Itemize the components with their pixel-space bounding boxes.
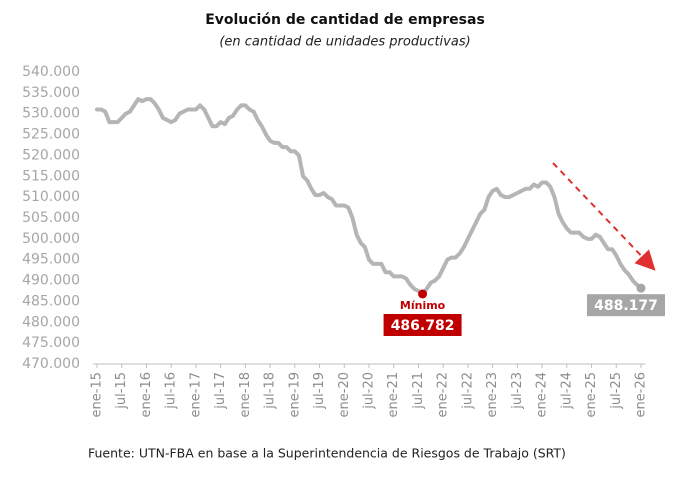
highlight-point (418, 289, 428, 299)
y-tick-label: 495.000 (22, 252, 80, 268)
value-label: 486.782 (391, 318, 455, 334)
y-tick-label: 505.000 (22, 210, 80, 226)
x-tick-label: jul-21 (411, 372, 426, 410)
x-tick-label: ene-16 (139, 372, 154, 417)
x-tick-label: jul-24 (559, 372, 574, 410)
x-tick-label: ene-22 (436, 372, 451, 417)
chart-subtitle: (en cantidad de unidades productivas) (219, 35, 470, 50)
x-tick-label: ene-23 (485, 372, 500, 417)
x-tick-label: ene-25 (584, 372, 599, 417)
x-tick-label: ene-18 (238, 372, 253, 417)
x-tick-label: jul-18 (263, 372, 278, 410)
y-tick-label: 500.000 (22, 231, 80, 247)
y-tick-label: 535.000 (22, 85, 80, 101)
x-tick-label: ene-15 (90, 372, 105, 417)
chart-title: Evolución de cantidad de empresas (205, 12, 485, 28)
x-tick-label: jul-20 (362, 372, 377, 410)
x-tick-label: ene-20 (337, 372, 352, 417)
data-line (95, 97, 643, 296)
x-tick-label: jul-15 (114, 372, 129, 410)
value-label-box (383, 313, 462, 336)
y-tick-label: 490.000 (22, 273, 80, 289)
x-tick-label: jul-23 (510, 372, 525, 410)
x-tick-label: ene-19 (287, 372, 302, 417)
value-label-box (587, 294, 665, 317)
x-tick-label: ene-17 (188, 372, 203, 417)
y-tick-label: 480.000 (22, 314, 80, 330)
highlight-point (636, 283, 646, 293)
x-tick-label: jul-19 (312, 372, 327, 410)
y-tick-label: 510.000 (22, 189, 80, 205)
y-tick-label: 470.000 (22, 356, 80, 372)
trend-arrow (552, 162, 656, 271)
y-tick-label: 475.000 (22, 335, 80, 351)
y-tick-label: 525.000 (22, 127, 80, 143)
value-label: 488.177 (594, 298, 658, 314)
x-tick-label: ene-21 (386, 372, 401, 417)
y-tick-label: 530.000 (22, 106, 80, 122)
x-tick-label: jul-17 (213, 372, 228, 410)
x-tick-label: jul-25 (609, 372, 624, 410)
source-note: Fuente: UTN-FBA en base a la Superintend… (88, 446, 566, 461)
annotation: Mínimo (400, 299, 446, 312)
x-tick-label: ene-26 (634, 372, 649, 417)
y-tick-label: 520.000 (22, 147, 80, 163)
x-tick-label: jul-16 (164, 372, 179, 410)
y-tick-label: 485.000 (22, 293, 80, 309)
y-tick-label: 515.000 (22, 168, 80, 184)
x-tick-label: ene-24 (535, 372, 550, 417)
x-tick-label: jul-22 (460, 372, 475, 410)
y-tick-label: 540.000 (22, 64, 80, 80)
